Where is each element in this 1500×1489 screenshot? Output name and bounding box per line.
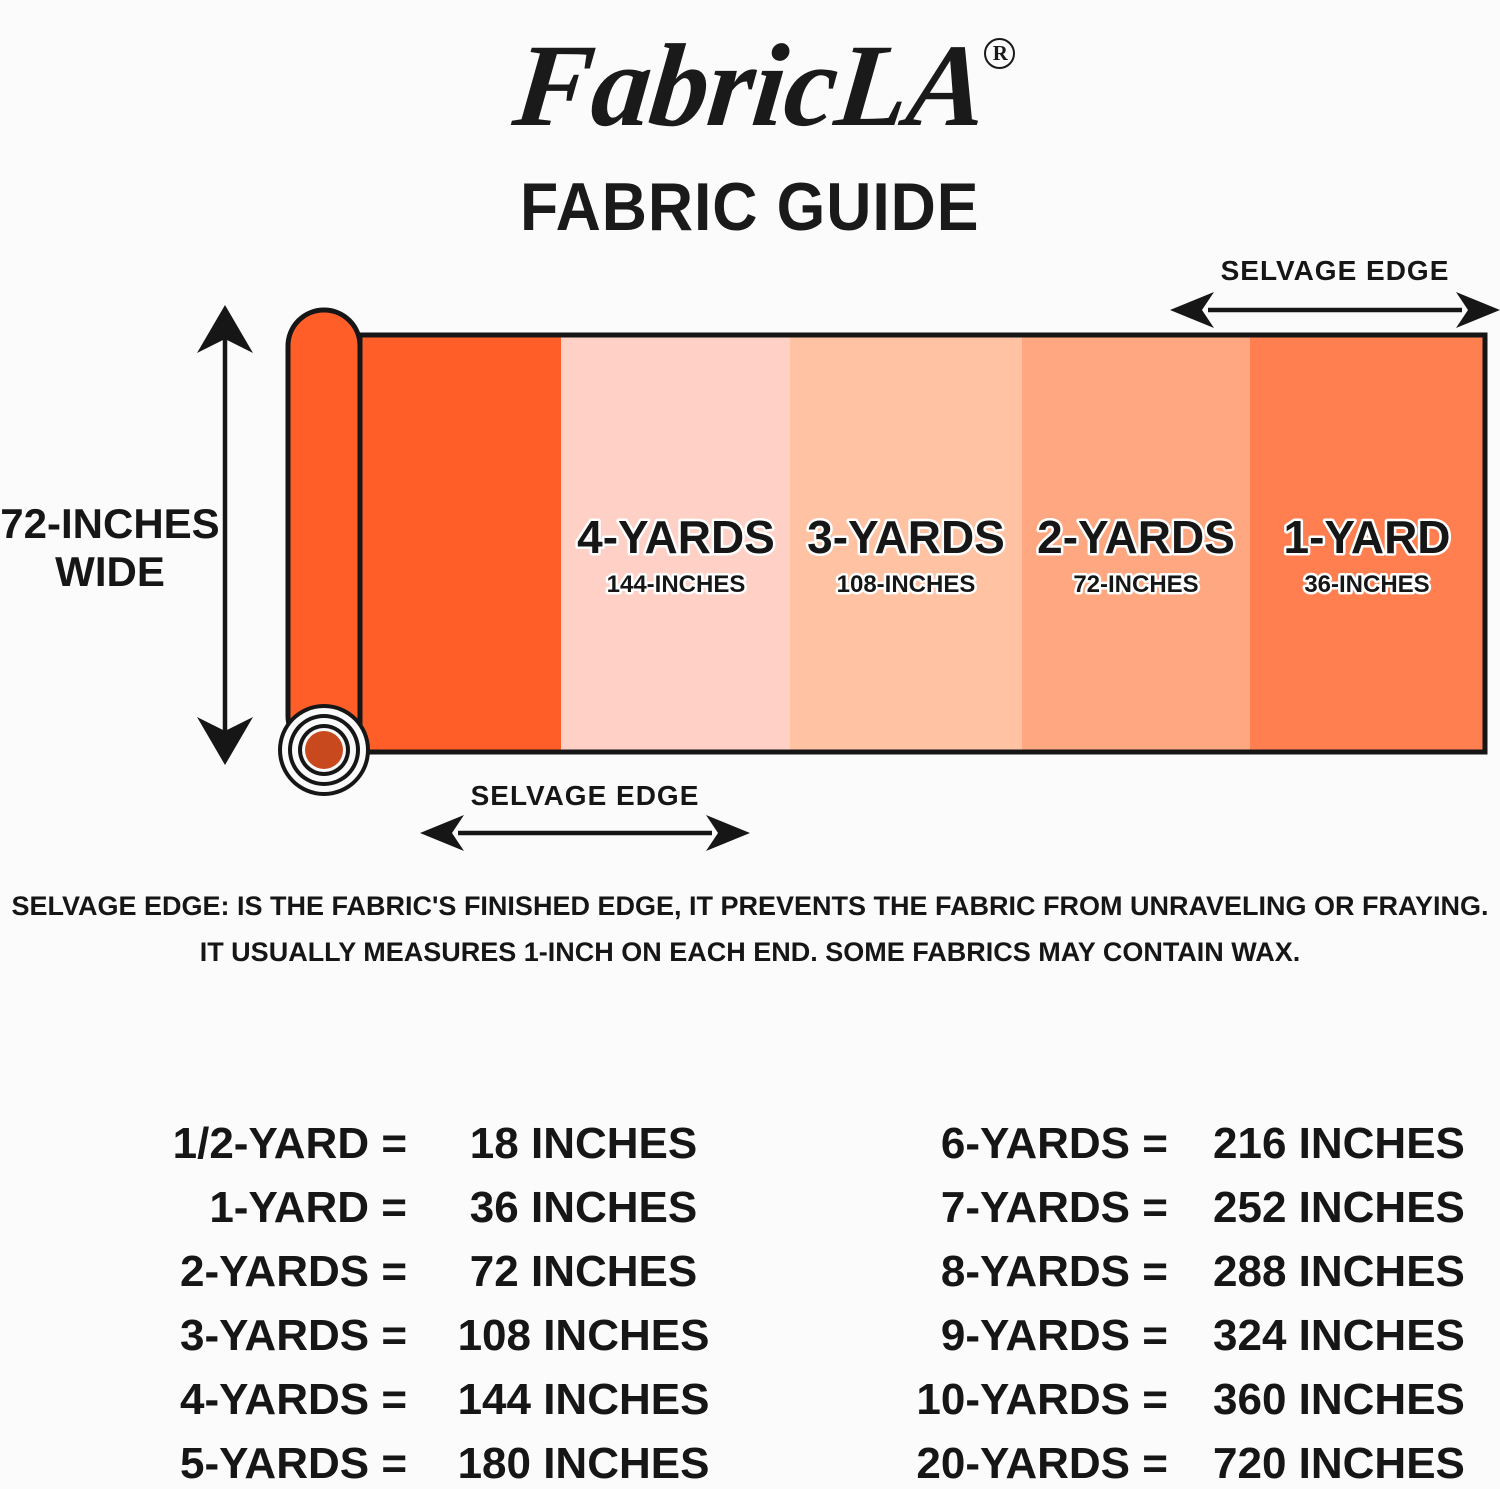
svg-text:108-INCHES: 108-INCHES — [837, 571, 976, 598]
svg-text:36-INCHES: 36-INCHES — [1304, 571, 1429, 598]
svg-text:2-YARDS: 2-YARDS — [1037, 511, 1235, 563]
svg-text:1-YARD: 1-YARD — [1283, 511, 1450, 563]
svg-text:4-YARDS: 4-YARDS — [577, 511, 775, 563]
svg-text:72-INCHES: 72-INCHES — [1073, 571, 1198, 598]
svg-text:144-INCHES: 144-INCHES — [607, 571, 746, 598]
svg-text:3-YARDS: 3-YARDS — [807, 511, 1005, 563]
